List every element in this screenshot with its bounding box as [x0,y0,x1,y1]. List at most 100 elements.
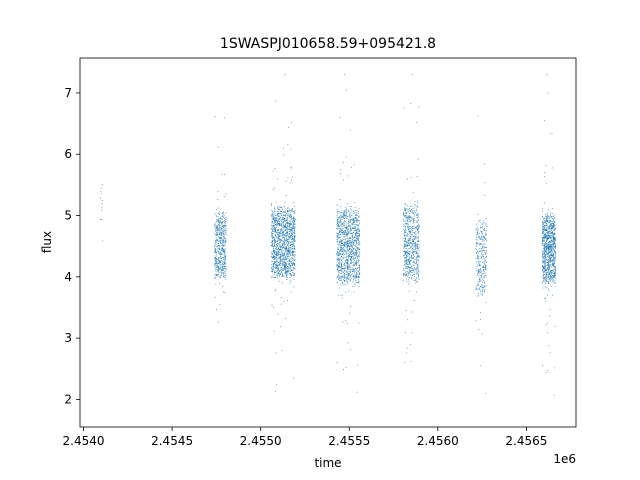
data-point [411,233,412,235]
data-point [411,238,413,240]
data-point [482,250,484,251]
data-point [546,228,548,229]
data-point [404,210,406,212]
data-point [549,220,551,222]
data-point [407,249,409,251]
data-point [338,232,340,234]
data-point [409,256,410,258]
data-point [354,218,356,220]
data-point [341,223,343,225]
data-point [217,146,219,148]
data-point [100,192,102,194]
data-point [273,221,275,223]
data-point [340,229,342,231]
data-point [411,244,413,246]
data-point [274,390,276,392]
data-point [346,223,348,225]
data-point [547,288,549,290]
data-point [358,255,360,257]
data-point [338,218,340,220]
data-point [271,269,273,271]
data-point [224,257,226,259]
data-point [480,260,481,262]
data-point [415,281,417,283]
data-point [352,250,354,252]
data-point [290,251,292,253]
data-point [349,219,351,221]
data-point [276,263,278,265]
data-point [414,258,416,260]
data-point [408,238,410,240]
data-point [347,278,349,280]
data-point [356,391,358,393]
data-point [287,264,289,266]
data-point [275,241,277,243]
data-point [276,236,278,238]
data-point [406,254,408,256]
data-point [553,251,555,253]
data-point [549,242,551,244]
data-point [290,238,292,240]
data-point [224,251,226,253]
data-point [552,228,554,230]
data-point [353,274,355,276]
data-point [547,281,549,283]
data-point [273,251,274,253]
data-point [409,247,411,249]
data-point [340,244,342,246]
data-point [404,361,406,363]
data-point [216,245,218,247]
data-point [222,248,224,250]
data-point [292,259,293,261]
data-point [282,267,284,269]
data-point [272,255,274,257]
data-point [542,210,544,212]
data-point [546,236,548,238]
data-point [544,217,545,219]
data-point [413,269,415,271]
data-point [353,222,355,224]
data-point [283,218,285,220]
data-point [223,229,224,231]
data-point [354,226,356,228]
data-point [272,216,274,218]
data-point [416,270,418,272]
data-point [355,263,357,264]
data-point [287,223,289,224]
data-point [406,281,408,283]
data-point [407,260,409,262]
data-point [548,235,550,237]
data-point [286,239,288,241]
data-point [349,247,350,249]
data-point [408,244,410,246]
data-point [217,227,219,229]
data-point [277,247,279,249]
data-point [552,232,554,233]
data-point [410,246,412,248]
data-point [339,287,340,289]
data-point [352,281,354,283]
data-point [555,274,557,276]
data-point [272,253,274,255]
data-point [340,240,342,242]
data-point [552,240,554,241]
data-point [282,222,284,224]
data-point [408,250,410,252]
data-point [336,210,338,212]
data-point [276,232,278,234]
data-point [549,256,551,258]
data-point [554,262,556,264]
data-point [480,291,482,293]
data-point [353,252,355,254]
data-point [341,258,343,260]
data-point [546,244,548,246]
data-point [292,271,294,273]
data-point [353,268,355,270]
data-point [339,262,341,264]
data-point [219,263,221,265]
data-point [475,288,477,290]
data-point [547,246,549,248]
data-point [554,233,556,235]
data-point [483,243,485,245]
data-point [219,228,221,230]
